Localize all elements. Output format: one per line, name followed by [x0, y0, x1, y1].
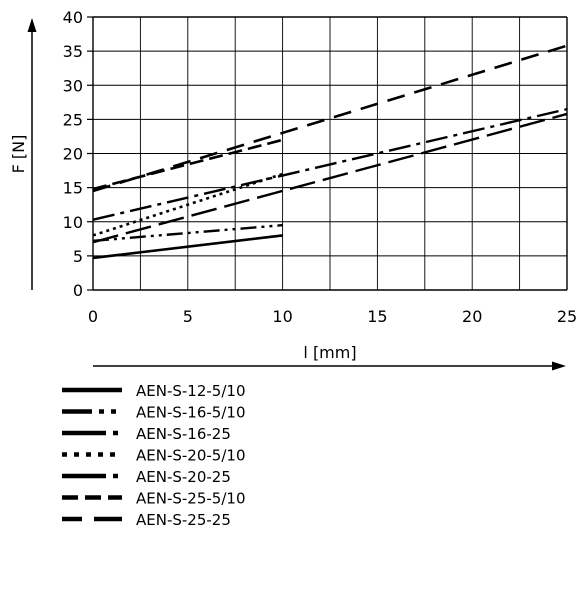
y-tick-label: 15 [63, 179, 83, 198]
x-tick-label: 15 [367, 307, 387, 326]
series-line [92, 234, 283, 260]
grid [87, 16, 568, 291]
y-tick-label: 20 [63, 145, 83, 164]
x-axis-arrowhead [552, 361, 566, 371]
y-axis-label: F [N] [9, 135, 28, 174]
y-tick-label: 25 [63, 110, 83, 129]
legend-label: AEN-S-20-5/10 [136, 447, 246, 465]
y-axis-arrowhead [27, 18, 37, 32]
y-tick-label: 40 [63, 8, 83, 27]
legend-label: AEN-S-16-5/10 [136, 404, 246, 422]
series-lines [92, 44, 568, 260]
legend-label: AEN-S-20-25 [136, 468, 231, 486]
x-axis-label: l [mm] [303, 343, 356, 362]
series-line [92, 172, 284, 237]
tick-labels: 0 5 10 15 20 25 30 35 40 0 5 10 15 20 25 [63, 8, 578, 326]
y-tick-label: 35 [63, 42, 83, 61]
x-tick-label: 20 [462, 307, 482, 326]
series-line [92, 112, 568, 244]
series-line [92, 107, 568, 221]
legend-label: AEN-S-12-5/10 [136, 382, 246, 400]
x-tick-label: 25 [557, 307, 577, 326]
legend-label: AEN-S-25-25 [136, 511, 231, 529]
y-tick-label: 10 [63, 213, 83, 232]
legend-label: AEN-S-25-5/10 [136, 490, 246, 508]
x-tick-label: 0 [88, 307, 98, 326]
x-tick-label: 10 [272, 307, 292, 326]
y-tick-label: 0 [73, 281, 83, 300]
legend-label: AEN-S-16-25 [136, 425, 231, 443]
series-line [92, 223, 283, 243]
y-tick-label: 5 [73, 247, 83, 266]
x-tick-label: 5 [183, 307, 193, 326]
y-tick-label: 30 [63, 76, 83, 95]
axes: F [N] l [mm] [9, 18, 566, 371]
legend: AEN-S-12-5/10 AEN-S-16-5/10 AEN-S-16-25 AEN… [62, 382, 246, 529]
